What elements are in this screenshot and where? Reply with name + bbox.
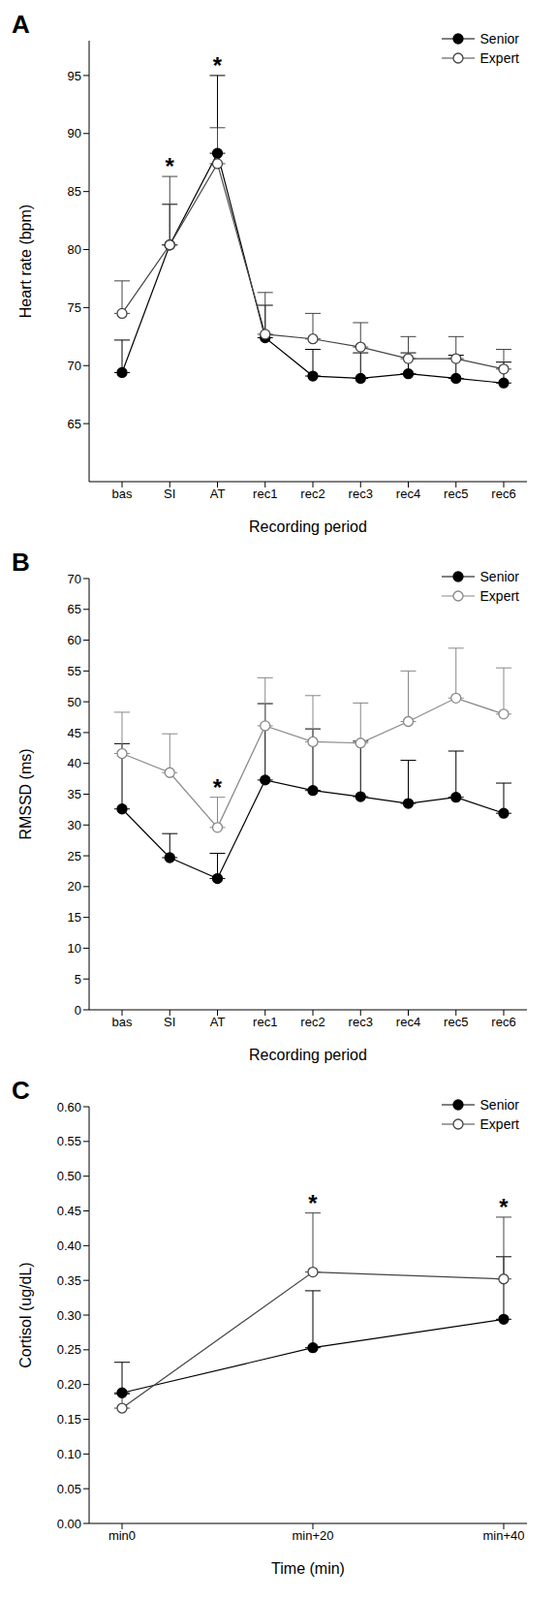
svg-text:Cortisol (ug/dL): Cortisol (ug/dL)	[17, 1261, 34, 1367]
svg-text:50: 50	[67, 694, 82, 710]
svg-text:0.30: 0.30	[57, 1307, 82, 1323]
svg-text:SI: SI	[163, 1014, 176, 1029]
svg-text:45: 45	[67, 725, 82, 741]
svg-text:Time (min): Time (min)	[271, 1559, 345, 1576]
svg-text:0.00: 0.00	[57, 1515, 82, 1531]
svg-text:30: 30	[67, 817, 82, 833]
svg-text:RMSSD (ms): RMSSD (ms)	[17, 747, 34, 839]
svg-text:AT: AT	[210, 486, 226, 501]
svg-text:0.35: 0.35	[57, 1272, 82, 1288]
svg-text:65: 65	[67, 416, 82, 432]
svg-text:*: *	[498, 1193, 509, 1220]
svg-text:75: 75	[67, 300, 82, 315]
svg-text:rec2: rec2	[300, 1014, 325, 1029]
svg-text:10: 10	[67, 940, 82, 956]
svg-text:15: 15	[67, 909, 82, 925]
svg-text:0.25: 0.25	[57, 1341, 82, 1357]
svg-text:0: 0	[74, 1002, 82, 1018]
svg-text:Recording period: Recording period	[248, 1046, 368, 1063]
svg-text:rec1: rec1	[252, 1014, 278, 1029]
svg-text:rec5: rec5	[443, 486, 468, 501]
svg-text:0.55: 0.55	[57, 1133, 82, 1148]
svg-text:*: *	[308, 1189, 318, 1216]
html-text:Expert: Expert	[479, 50, 520, 66]
svg-text:35: 35	[67, 786, 82, 802]
svg-text:80: 80	[67, 242, 82, 257]
svg-text:rec3: rec3	[348, 486, 373, 501]
svg-text:65: 65	[67, 601, 82, 617]
svg-text:70: 70	[67, 571, 82, 587]
svg-text:SI: SI	[163, 486, 176, 501]
html-text:Senior: Senior	[479, 1096, 520, 1112]
svg-text:rec5: rec5	[443, 1014, 468, 1029]
html-text:Senior: Senior	[479, 30, 520, 47]
svg-text:0.50: 0.50	[57, 1168, 82, 1183]
svg-text:bas: bas	[112, 486, 133, 501]
html-text:A: A	[11, 9, 30, 39]
svg-text:rec4: rec4	[396, 1014, 421, 1029]
svg-text:55: 55	[67, 663, 82, 679]
html-text:B: B	[11, 547, 30, 577]
svg-text:0.20: 0.20	[57, 1376, 82, 1391]
html-text:Expert: Expert	[479, 587, 520, 604]
svg-text:bas: bas	[112, 1014, 133, 1029]
html-text:Expert: Expert	[479, 1115, 520, 1132]
svg-text:95: 95	[67, 68, 82, 84]
svg-text:40: 40	[67, 755, 82, 771]
svg-text:25: 25	[67, 848, 82, 864]
svg-text:AT: AT	[210, 1014, 226, 1029]
svg-text:0.40: 0.40	[57, 1237, 82, 1253]
svg-text:min+40: min+40	[483, 1527, 526, 1543]
svg-text:rec6: rec6	[491, 1014, 516, 1029]
svg-text:20: 20	[67, 878, 82, 894]
html-text:C: C	[11, 1075, 30, 1105]
svg-text:90: 90	[67, 125, 82, 141]
svg-text:*: *	[165, 153, 176, 180]
svg-text:*: *	[213, 52, 223, 79]
svg-text:Heart rate (bpm): Heart rate (bpm)	[17, 204, 34, 318]
svg-text:Recording period: Recording period	[248, 518, 368, 535]
svg-text:0.60: 0.60	[57, 1099, 82, 1114]
html-text:Senior: Senior	[479, 568, 520, 585]
svg-text:0.10: 0.10	[57, 1446, 82, 1461]
svg-text:0.05: 0.05	[57, 1481, 82, 1496]
svg-text:min0: min0	[108, 1527, 136, 1543]
svg-text:*: *	[213, 773, 223, 801]
svg-text:rec2: rec2	[300, 486, 325, 501]
svg-text:rec3: rec3	[348, 1014, 373, 1029]
svg-text:rec1: rec1	[252, 486, 278, 501]
svg-text:60: 60	[67, 632, 82, 648]
svg-text:min+20: min+20	[292, 1527, 335, 1543]
svg-text:rec4: rec4	[396, 486, 421, 501]
svg-text:85: 85	[67, 184, 82, 199]
svg-text:0.15: 0.15	[57, 1411, 82, 1426]
svg-text:rec6: rec6	[491, 486, 516, 501]
svg-text:70: 70	[67, 358, 82, 373]
svg-text:5: 5	[74, 971, 82, 987]
svg-text:0.45: 0.45	[57, 1203, 82, 1218]
